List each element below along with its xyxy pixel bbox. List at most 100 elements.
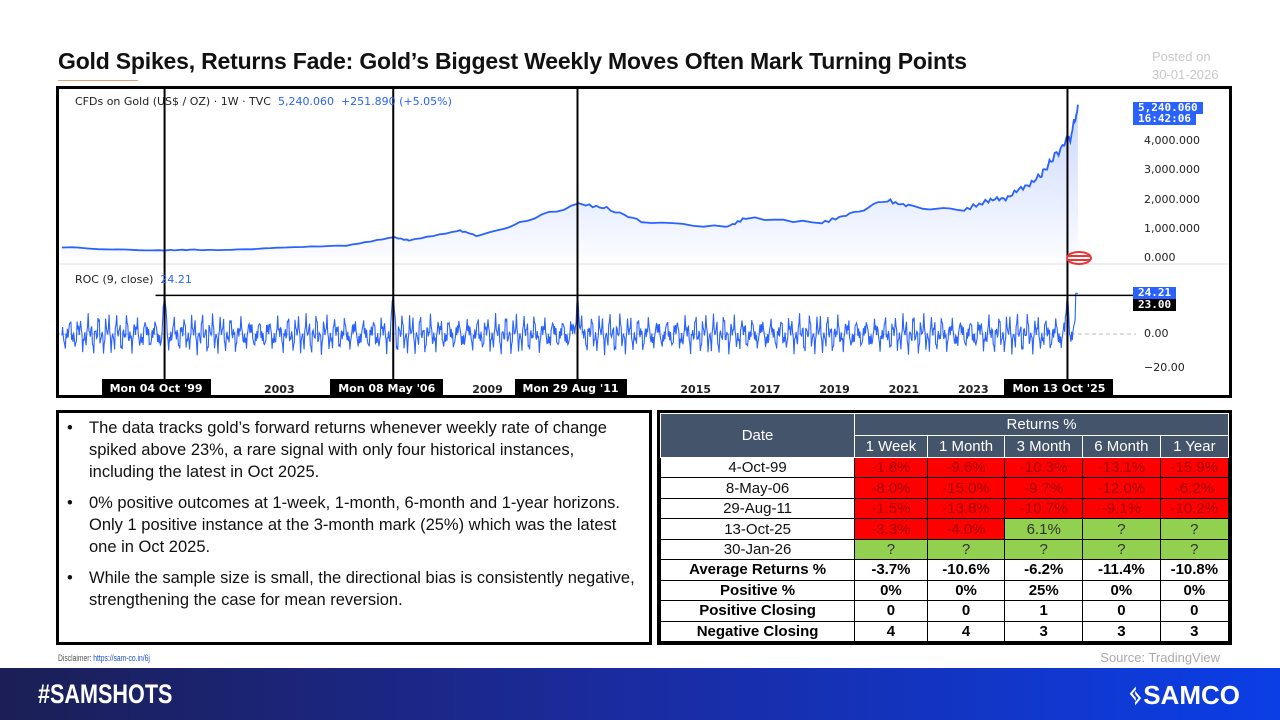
column-header: 6 Month bbox=[1082, 435, 1161, 458]
return-cell: -4.0% bbox=[926, 518, 1006, 540]
return-cell: -9.7% bbox=[1004, 477, 1084, 499]
us-flag-icon[interactable] bbox=[1066, 251, 1092, 265]
summary-cell: 3 bbox=[1004, 620, 1084, 642]
price-area bbox=[61, 104, 1078, 258]
summary-row: Negative Closing 4 4 3 3 3 bbox=[659, 620, 1230, 642]
x-tick-label: 2019 bbox=[819, 383, 850, 396]
summary-cell: -6.2% bbox=[1004, 559, 1084, 581]
gold-chart: CFDs on Gold (US$ / OZ) · 1W · TVC 5,240… bbox=[56, 86, 1232, 398]
x-tick-label: 2017 bbox=[749, 383, 781, 396]
summary-cell: 25% bbox=[1004, 579, 1084, 602]
summary-cell: 4 bbox=[926, 620, 1006, 642]
return-cell: -8.0% bbox=[854, 477, 928, 499]
summary-cell: -10.6% bbox=[926, 559, 1006, 581]
summary-label: Positive % bbox=[659, 579, 856, 602]
price-last-tag: 5,240.060 bbox=[1133, 102, 1203, 114]
table-row: 29-Aug-11 -1.5% -13.8% -10.7% -9.1% -10.2% bbox=[659, 497, 1230, 520]
summary-cell: 1 bbox=[1004, 600, 1084, 622]
summary-label: Positive Closing bbox=[659, 600, 856, 622]
threshold-tag: 23.00 bbox=[1133, 299, 1177, 311]
return-cell: ? bbox=[1159, 538, 1230, 561]
summary-row: Average Returns % -3.7% -10.6% -6.2% -11.4% -… bbox=[659, 559, 1230, 581]
return-cell: ? bbox=[1082, 518, 1161, 540]
return-cell: -12.0% bbox=[1082, 477, 1161, 499]
price-time-tag: 16:42:06 bbox=[1133, 113, 1196, 125]
return-cell: ? bbox=[926, 538, 1006, 561]
roc-line bbox=[61, 292, 1078, 356]
roc-last-tag: 24.21 bbox=[1133, 287, 1177, 299]
returns-table: Date Returns % 1 Week 1 Month 3 Month 6 Month… bbox=[657, 410, 1232, 645]
summary-cell: -11.4% bbox=[1082, 559, 1161, 581]
column-header: 1 Week bbox=[854, 435, 928, 458]
return-cell: -15.9% bbox=[1159, 456, 1230, 479]
return-cell: -10.2% bbox=[1159, 497, 1230, 520]
row-date: 4-Oct-99 bbox=[659, 456, 856, 479]
roc-axis-label: 0.00 bbox=[1144, 327, 1169, 340]
return-cell: ? bbox=[1159, 518, 1230, 540]
event-date-label: Mon 04 Oct '99 bbox=[101, 379, 211, 395]
summary-cell: 0 bbox=[926, 600, 1006, 622]
summary-cell: 0% bbox=[1082, 579, 1161, 602]
summary-cell: -10.8% bbox=[1159, 559, 1230, 581]
return-cell: -10.7% bbox=[1004, 497, 1084, 520]
return-cell: -3.3% bbox=[854, 518, 928, 540]
notes-box: The data tracks gold’s forward returns w… bbox=[56, 410, 652, 645]
column-header: 3 Month bbox=[1004, 435, 1084, 458]
return-cell: ? bbox=[1082, 538, 1161, 561]
posted-date: Posted on 30-01-2026 bbox=[1152, 49, 1219, 82]
table-row: 30-Jan-26????? bbox=[659, 538, 1230, 561]
source-note: Source: TradingView bbox=[1100, 650, 1220, 665]
x-tick-label: 2023 bbox=[958, 383, 989, 396]
return-cell: ? bbox=[854, 538, 928, 561]
x-tick-label: 2015 bbox=[680, 383, 712, 396]
summary-cell: 0 bbox=[1159, 600, 1230, 622]
summary-cell: 3 bbox=[1159, 620, 1230, 642]
return-cell: -10.3% bbox=[1004, 456, 1084, 479]
returns-header: Returns % bbox=[854, 413, 1229, 436]
chart-svg bbox=[59, 89, 1229, 395]
row-date: 29-Aug-11 bbox=[659, 497, 856, 520]
samco-logo-icon: ᛃ bbox=[1127, 680, 1144, 710]
disclaimer-link[interactable]: https://sam-co.in/6j bbox=[93, 653, 150, 663]
table-row: 4-Oct-99 -1.8% -9.6% -10.3% -13.1% -15.9% bbox=[659, 456, 1230, 479]
column-header: 1 Month bbox=[926, 435, 1006, 458]
price-axis-label: 2,000.000 bbox=[1144, 192, 1200, 206]
table-row: 8-May-06 -8.0% -15.0% -9.7% -12.0% -6.2% bbox=[659, 477, 1230, 499]
summary-cell: 4 bbox=[854, 620, 928, 642]
summary-cell: -3.7% bbox=[854, 559, 928, 581]
note-item: While the sample size is small, the dire… bbox=[67, 567, 641, 611]
price-axis-label: 4,000.000 bbox=[1144, 134, 1200, 147]
return-cell: -9.6% bbox=[926, 456, 1006, 479]
summary-row: Positive Closing 0 0 1 0 0 bbox=[659, 600, 1230, 622]
price-axis-label: 3,000.000 bbox=[1144, 163, 1200, 177]
summary-label: Average Returns % bbox=[659, 559, 856, 581]
return-cell: 6.1% bbox=[1004, 518, 1084, 540]
summary-cell: 0% bbox=[854, 579, 928, 602]
event-date-label: Mon 08 May '06 bbox=[330, 379, 444, 395]
price-axis-label: 0.000 bbox=[1144, 251, 1176, 264]
return-cell: -9.1% bbox=[1082, 497, 1161, 520]
table-row: 13-Oct-25 -3.3% -4.0% 6.1%?? bbox=[659, 518, 1230, 540]
return-cell: ? bbox=[1004, 538, 1084, 561]
summary-cell: 0% bbox=[926, 579, 1006, 602]
return-cell: -13.1% bbox=[1082, 456, 1161, 479]
return-cell: -13.8% bbox=[926, 497, 1006, 520]
column-header: 1 Year bbox=[1159, 435, 1230, 458]
event-date-label: Mon 29 Aug '11 bbox=[514, 379, 627, 395]
price-line bbox=[61, 104, 1079, 252]
return-cell: -1.5% bbox=[854, 497, 928, 520]
summary-cell: 0 bbox=[854, 600, 928, 622]
return-cell: -15.0% bbox=[926, 477, 1006, 499]
summary-label: Negative Closing bbox=[659, 620, 856, 642]
title-underline bbox=[58, 80, 138, 81]
price-legend: CFDs on Gold (US$ / OZ) · 1W · TVC 5,240… bbox=[75, 95, 452, 108]
return-cell: -1.8% bbox=[854, 456, 928, 479]
x-tick-label: 2021 bbox=[888, 383, 920, 396]
row-date: 13-Oct-25 bbox=[659, 518, 856, 540]
row-date: 8-May-06 bbox=[659, 477, 856, 499]
price-axis-label: 1,000.000 bbox=[1144, 221, 1200, 235]
date-header: Date bbox=[659, 413, 856, 458]
summary-cell: 0 bbox=[1082, 600, 1161, 622]
brand-logo: ᛃSAMCO bbox=[1127, 680, 1240, 710]
summary-row: Positive % 0% 0% 25% 0% 0% bbox=[659, 579, 1230, 602]
